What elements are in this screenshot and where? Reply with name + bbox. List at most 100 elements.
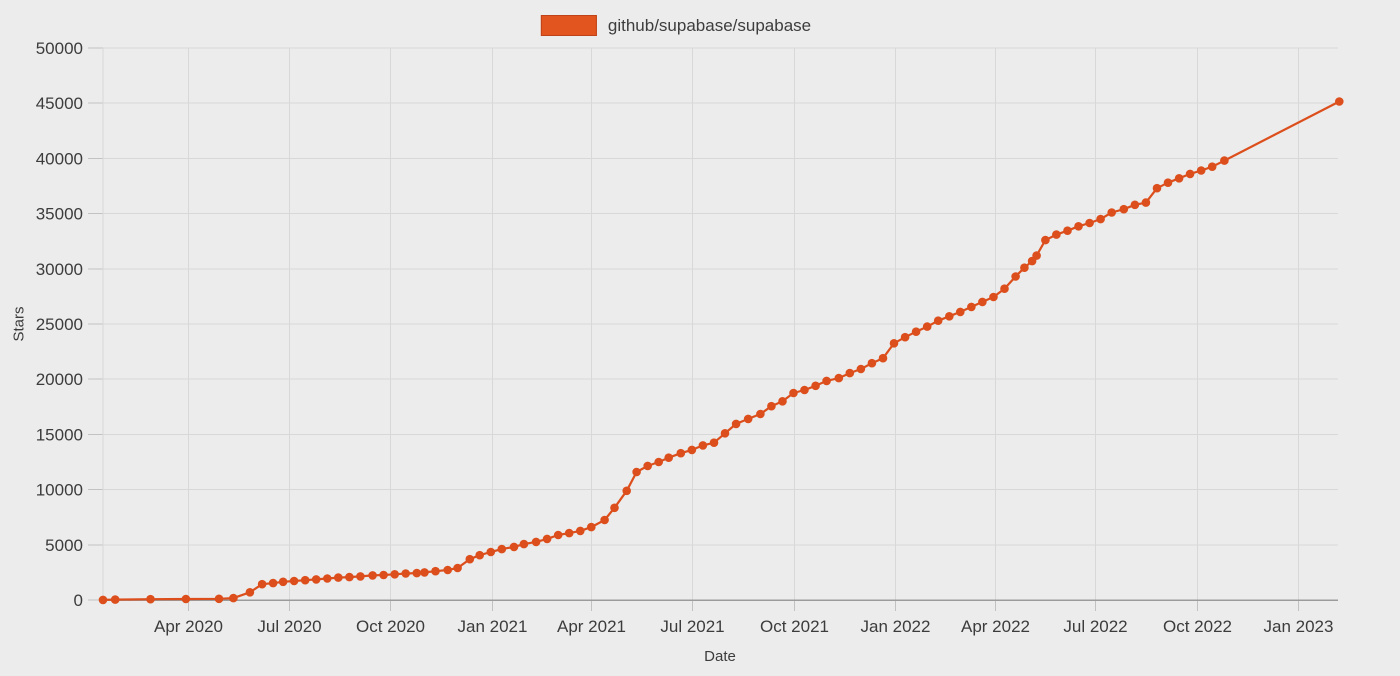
data-point-marker — [345, 572, 354, 582]
data-point-marker — [1041, 235, 1050, 245]
data-point-marker — [1174, 174, 1184, 183]
y-tick-label: 45000 — [36, 94, 83, 113]
data-point-marker — [922, 322, 932, 331]
data-point-marker — [800, 385, 809, 395]
data-point-marker — [453, 563, 462, 573]
data-point-marker — [531, 537, 541, 547]
data-point-marker — [587, 522, 596, 532]
data-point-marker — [978, 297, 987, 307]
data-point-marker — [778, 397, 787, 406]
data-point-marker — [600, 515, 609, 525]
x-tick-label: Jan 2021 — [458, 617, 528, 636]
data-point-marker — [300, 575, 310, 585]
data-point-marker — [1096, 214, 1105, 224]
x-tick-label: Jan 2022 — [861, 617, 931, 636]
data-point-marker — [497, 544, 507, 554]
data-point-marker — [1074, 222, 1083, 231]
data-point-marker — [368, 571, 377, 580]
x-tick-label: Oct 2021 — [760, 617, 829, 636]
legend: github/supabase/supabase — [540, 15, 812, 36]
y-tick-label: 0 — [74, 591, 83, 610]
data-point-marker — [245, 588, 255, 597]
data-point-marker — [1000, 284, 1009, 294]
data-point-marker — [1207, 162, 1217, 171]
data-point-marker — [412, 568, 422, 578]
y-tick-label: 35000 — [36, 205, 83, 224]
x-axis-title: Date — [704, 648, 736, 665]
data-point-marker — [845, 368, 855, 378]
data-point-marker — [1196, 166, 1206, 175]
data-point-marker — [486, 547, 496, 557]
data-point-marker — [945, 312, 954, 321]
x-tick-label: Apr 2020 — [154, 617, 223, 636]
x-tick-label: Apr 2022 — [961, 617, 1030, 636]
y-tick-label: 40000 — [36, 149, 83, 168]
data-point-marker — [431, 566, 440, 576]
data-point-marker — [1063, 226, 1072, 235]
data-point-marker — [334, 573, 343, 582]
data-point-marker — [811, 381, 820, 391]
data-point-marker — [519, 539, 529, 549]
data-point-marker — [1130, 200, 1140, 210]
data-point-marker — [867, 358, 877, 368]
data-point-marker — [1163, 178, 1173, 187]
data-point-marker — [379, 570, 388, 580]
y-tick-label: 5000 — [45, 536, 83, 555]
series-line — [101, 100, 1341, 602]
data-point-marker — [643, 461, 652, 471]
data-point-marker — [311, 575, 321, 584]
y-tick-label: 25000 — [36, 315, 83, 334]
data-point-marker — [181, 594, 191, 604]
data-point-marker — [632, 467, 641, 477]
data-point-marker — [687, 445, 697, 455]
data-point-marker — [1220, 156, 1229, 165]
x-tick-label: Jul 2020 — [257, 617, 321, 636]
data-point-marker — [709, 438, 719, 448]
legend-series-label: github/supabase/supabase — [607, 15, 812, 35]
data-point-marker — [542, 534, 552, 544]
data-point-marker — [401, 569, 411, 578]
data-point-marker — [767, 401, 776, 411]
data-point-marker — [420, 568, 429, 577]
data-point-marker — [698, 441, 708, 450]
data-point-marker — [889, 339, 899, 348]
data-point-marker — [146, 594, 155, 604]
y-tick-label: 30000 — [36, 260, 83, 279]
data-point-marker — [576, 526, 585, 536]
data-point-marker — [933, 316, 943, 326]
legend-swatch — [540, 15, 597, 36]
data-point-marker — [720, 429, 730, 438]
data-point-marker — [278, 577, 288, 587]
data-point-marker — [1141, 198, 1151, 207]
data-point-marker — [1152, 183, 1162, 193]
data-point-marker — [553, 530, 563, 540]
data-point-marker — [1335, 97, 1344, 106]
data-point-marker — [509, 542, 519, 552]
data-point-marker — [856, 364, 866, 374]
x-tick-label: Oct 2022 — [1163, 617, 1232, 636]
data-point-marker — [1011, 272, 1020, 281]
data-point-marker — [214, 594, 224, 604]
data-point-marker — [956, 307, 965, 317]
data-point-marker — [1032, 251, 1041, 260]
x-tick-label: Jul 2021 — [660, 617, 724, 636]
data-point-marker — [878, 353, 888, 363]
data-point-marker — [465, 554, 475, 564]
data-point-marker — [622, 486, 631, 496]
data-point-marker — [989, 292, 998, 302]
data-point-marker — [676, 448, 686, 458]
data-point-marker — [756, 409, 765, 419]
data-point-marker — [1119, 204, 1129, 214]
data-point-marker — [443, 565, 453, 575]
data-point-marker — [390, 570, 400, 579]
data-point-marker — [257, 579, 267, 589]
y-tick-label: 15000 — [36, 425, 83, 444]
y-tick-label: 20000 — [36, 370, 83, 389]
data-point-marker — [356, 572, 365, 581]
data-point-marker — [822, 376, 831, 386]
data-point-marker — [743, 414, 753, 424]
data-point-marker — [110, 595, 120, 604]
y-tick-label: 10000 — [36, 481, 83, 500]
